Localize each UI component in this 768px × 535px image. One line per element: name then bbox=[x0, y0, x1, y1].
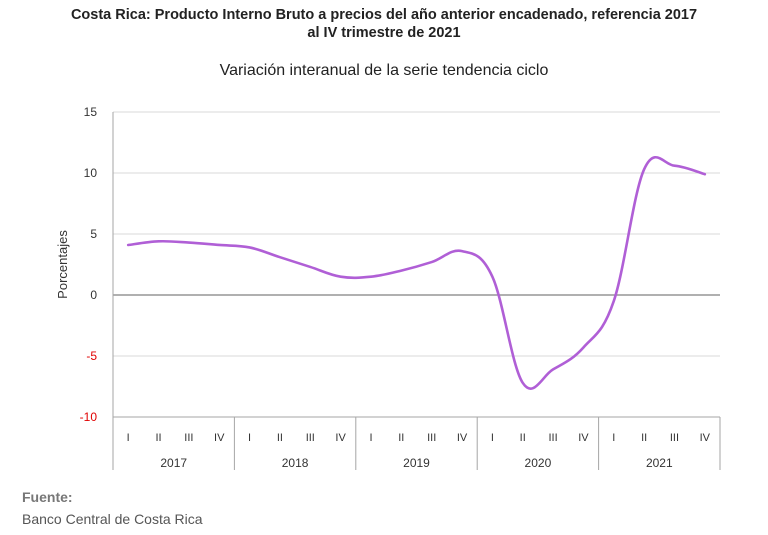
quarter-label: IV bbox=[335, 432, 346, 444]
quarter-label: I bbox=[612, 432, 615, 444]
y-tick-label: 5 bbox=[90, 227, 97, 241]
quarter-label: I bbox=[491, 432, 494, 444]
quarter-label: I bbox=[127, 432, 130, 444]
chart-title-line-1: Costa Rica: Producto Interno Bruto a pre… bbox=[70, 7, 698, 23]
quarter-label: III bbox=[184, 432, 193, 444]
chart-title: Costa Rica: Producto Interno Bruto a pre… bbox=[0, 6, 768, 42]
year-label: 2017 bbox=[160, 456, 187, 470]
source-text: Banco Central de Costa Rica bbox=[22, 511, 203, 527]
chart-title-line-2: al IV trimestre de 2021 bbox=[307, 25, 461, 41]
grid-lines bbox=[113, 111, 720, 357]
year-label: 2018 bbox=[282, 456, 309, 470]
series-line bbox=[126, 155, 707, 390]
quarter-label: III bbox=[427, 432, 436, 444]
year-label: 2019 bbox=[403, 456, 430, 470]
quarter-label: I bbox=[248, 432, 251, 444]
quarter-label: II bbox=[520, 432, 526, 444]
y-tick-label: 10 bbox=[84, 166, 98, 180]
y-tick-label: -5 bbox=[86, 349, 97, 363]
quarter-label: II bbox=[398, 432, 404, 444]
quarter-label: III bbox=[548, 432, 557, 444]
y-tick-label: 15 bbox=[84, 105, 98, 119]
quarter-label: IV bbox=[578, 432, 589, 444]
series-layer bbox=[126, 155, 707, 390]
quarter-label: III bbox=[670, 432, 679, 444]
quarter-label: II bbox=[277, 432, 283, 444]
source-label: Fuente: bbox=[22, 489, 73, 505]
quarter-label: I bbox=[369, 432, 372, 444]
axes bbox=[112, 112, 721, 470]
chart-subtitle: Variación interanual de la serie tendenc… bbox=[219, 62, 549, 79]
quarter-label: IV bbox=[214, 432, 225, 444]
y-tick-label: 0 bbox=[90, 288, 97, 302]
y-tick-label: -10 bbox=[80, 410, 98, 424]
year-label: 2021 bbox=[646, 456, 673, 470]
quarter-label: III bbox=[306, 432, 315, 444]
y-axis-label: Porcentajes bbox=[55, 230, 70, 299]
year-label: 2020 bbox=[525, 456, 552, 470]
quarter-label: IV bbox=[457, 432, 468, 444]
quarter-label: II bbox=[155, 432, 161, 444]
quarter-label: IV bbox=[700, 432, 711, 444]
quarter-label: II bbox=[641, 432, 647, 444]
